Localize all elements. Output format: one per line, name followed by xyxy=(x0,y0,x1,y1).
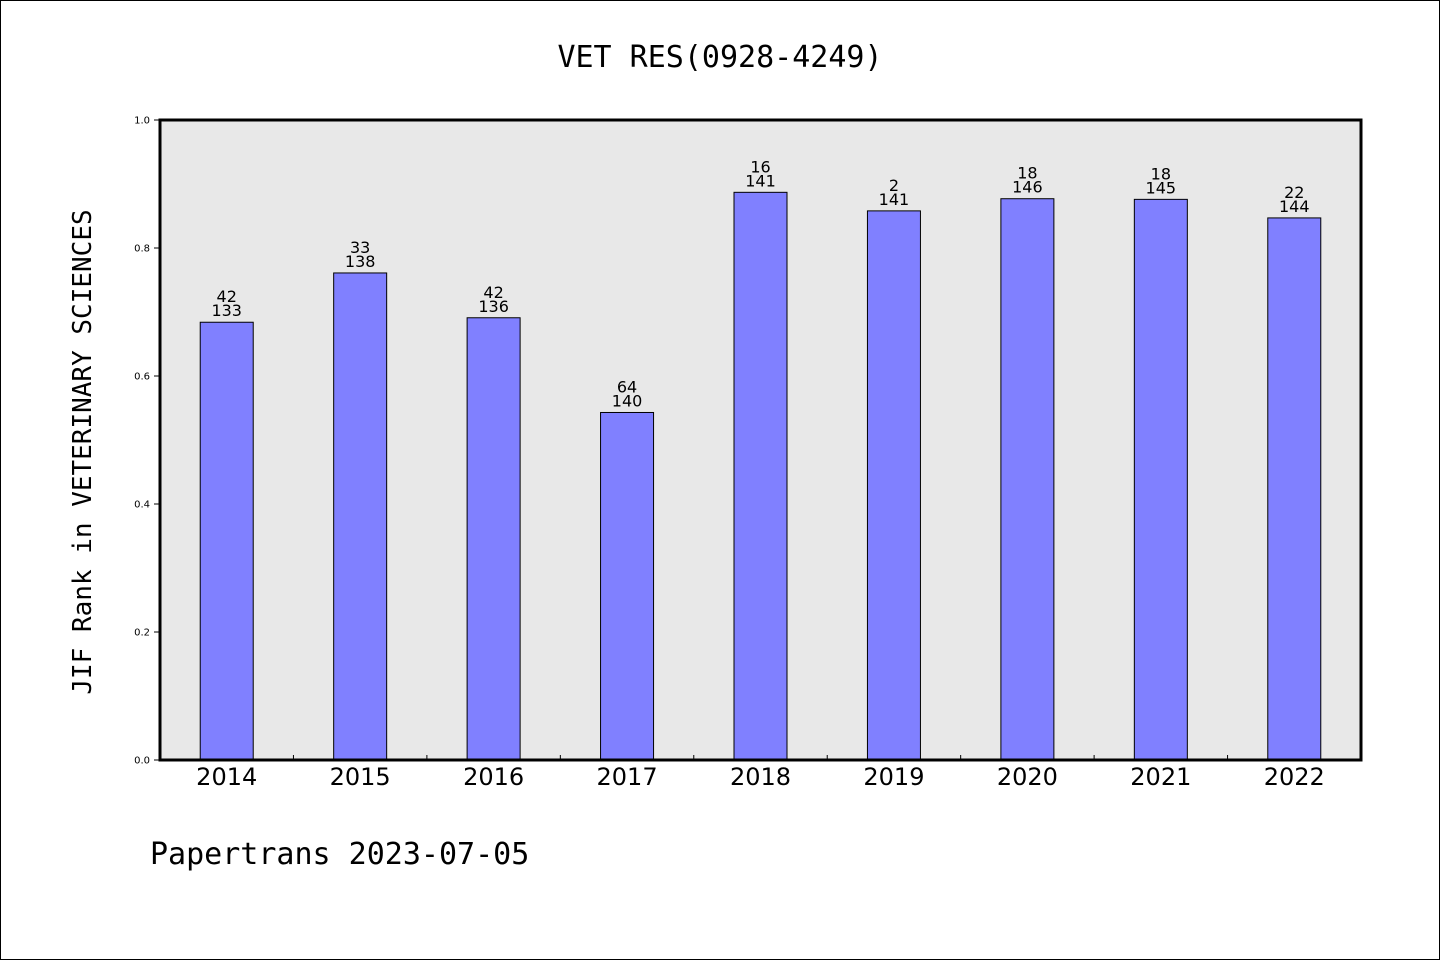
bar xyxy=(866,210,921,761)
bar-label-rank: 22 xyxy=(1284,183,1304,202)
x-tick-label: 2021 xyxy=(1130,763,1191,791)
plot-area: 0.00.20.40.60.81.04213320143313820154213… xyxy=(134,116,1363,791)
chart-title: VET RES(0928-4249) xyxy=(557,40,882,75)
bar-label-total: 140 xyxy=(612,391,643,410)
bar-label-rank: 33 xyxy=(350,238,370,257)
bar-label-rank: 18 xyxy=(1151,164,1171,183)
bar-label-rank: 42 xyxy=(483,283,503,302)
bar xyxy=(1267,217,1322,761)
y-tick-label: 0.8 xyxy=(134,244,150,255)
bar xyxy=(199,321,254,761)
bar-label-total: 136 xyxy=(478,297,509,316)
bar-label-total: 133 xyxy=(211,301,242,320)
bar-label-total: 141 xyxy=(879,190,910,209)
y-axis-label: JIF Rank in VETERINARY SCIENCES xyxy=(68,209,98,694)
y-tick-label: 0.2 xyxy=(134,628,150,639)
bar-label-rank: 42 xyxy=(217,287,237,306)
bar xyxy=(333,272,388,761)
x-tick-label: 2015 xyxy=(330,763,391,791)
bar-label-rank: 2 xyxy=(889,176,899,195)
bar-label-total: 138 xyxy=(345,252,376,271)
bar-label-total: 145 xyxy=(1146,178,1177,197)
bar xyxy=(1000,198,1055,761)
y-tick-label: 0.6 xyxy=(134,372,150,383)
y-tick-label: 1.0 xyxy=(134,116,150,127)
bar-label-total: 146 xyxy=(1012,178,1043,197)
bar-label-rank: 16 xyxy=(750,157,770,176)
bar xyxy=(733,191,788,761)
x-tick-label: 2022 xyxy=(1264,763,1325,791)
bar-label-rank: 18 xyxy=(1017,164,1037,183)
x-tick-label: 2018 xyxy=(730,763,791,791)
x-tick-label: 2019 xyxy=(863,763,924,791)
bar-label-total: 144 xyxy=(1279,197,1310,216)
y-tick-label: 0.4 xyxy=(134,500,150,511)
x-tick-label: 2017 xyxy=(597,763,658,791)
x-tick-label: 2016 xyxy=(463,763,524,791)
bar-label-total: 141 xyxy=(745,171,776,190)
x-tick-label: 2020 xyxy=(997,763,1058,791)
footer-text: Papertrans 2023-07-05 xyxy=(150,837,529,872)
plot-border xyxy=(158,118,1363,762)
bar xyxy=(1133,198,1188,761)
bar xyxy=(600,411,655,761)
bar-label-rank: 64 xyxy=(617,377,637,396)
x-tick-label: 2014 xyxy=(196,763,257,791)
bar xyxy=(466,317,521,761)
y-tick-label: 0.0 xyxy=(134,756,150,767)
